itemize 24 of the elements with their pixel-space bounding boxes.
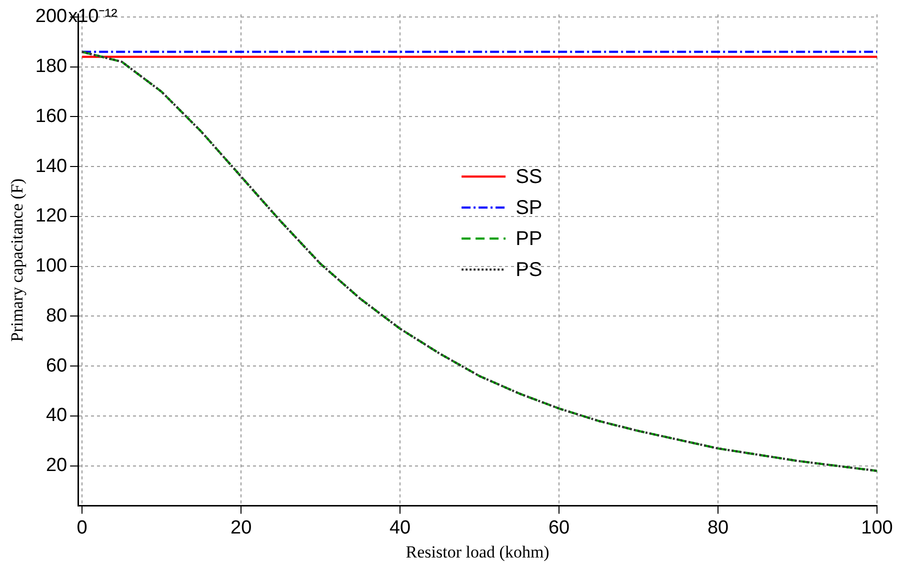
legend-label: SP [516,197,542,220]
legend-label: PS [516,259,542,282]
y-tick-label: 180 [35,56,68,78]
y-tick-label: 60 [46,355,68,376]
x-tick-label: 60 [548,517,570,538]
line-series [80,50,877,472]
x-tick-label: 20 [230,517,252,538]
y-tick-label: 80 [46,305,68,326]
x-tick-label: 100 [861,517,893,538]
y-tick-label: 40 [46,405,68,426]
y-tick-label: 20 [46,455,68,476]
y-tick-label: 140 [35,156,68,177]
x-tick-label: 40 [389,517,411,538]
legend-label: SS [516,166,542,188]
x-tick-label: 80 [707,517,729,538]
y-tick-label: 200 [35,6,68,28]
legend-label: PP [516,228,542,250]
y-axis-title: Primary capacitance (F) [8,178,27,342]
x-tick-label: 0 [76,517,88,538]
y-tick-label: 100 [35,256,68,277]
y-tick-label: 160 [35,106,68,127]
x-axis-title: Resistor load (kohm) [406,542,550,562]
y-tick-label: 120 [35,206,68,227]
annotation: x10⁻¹² [68,6,118,28]
